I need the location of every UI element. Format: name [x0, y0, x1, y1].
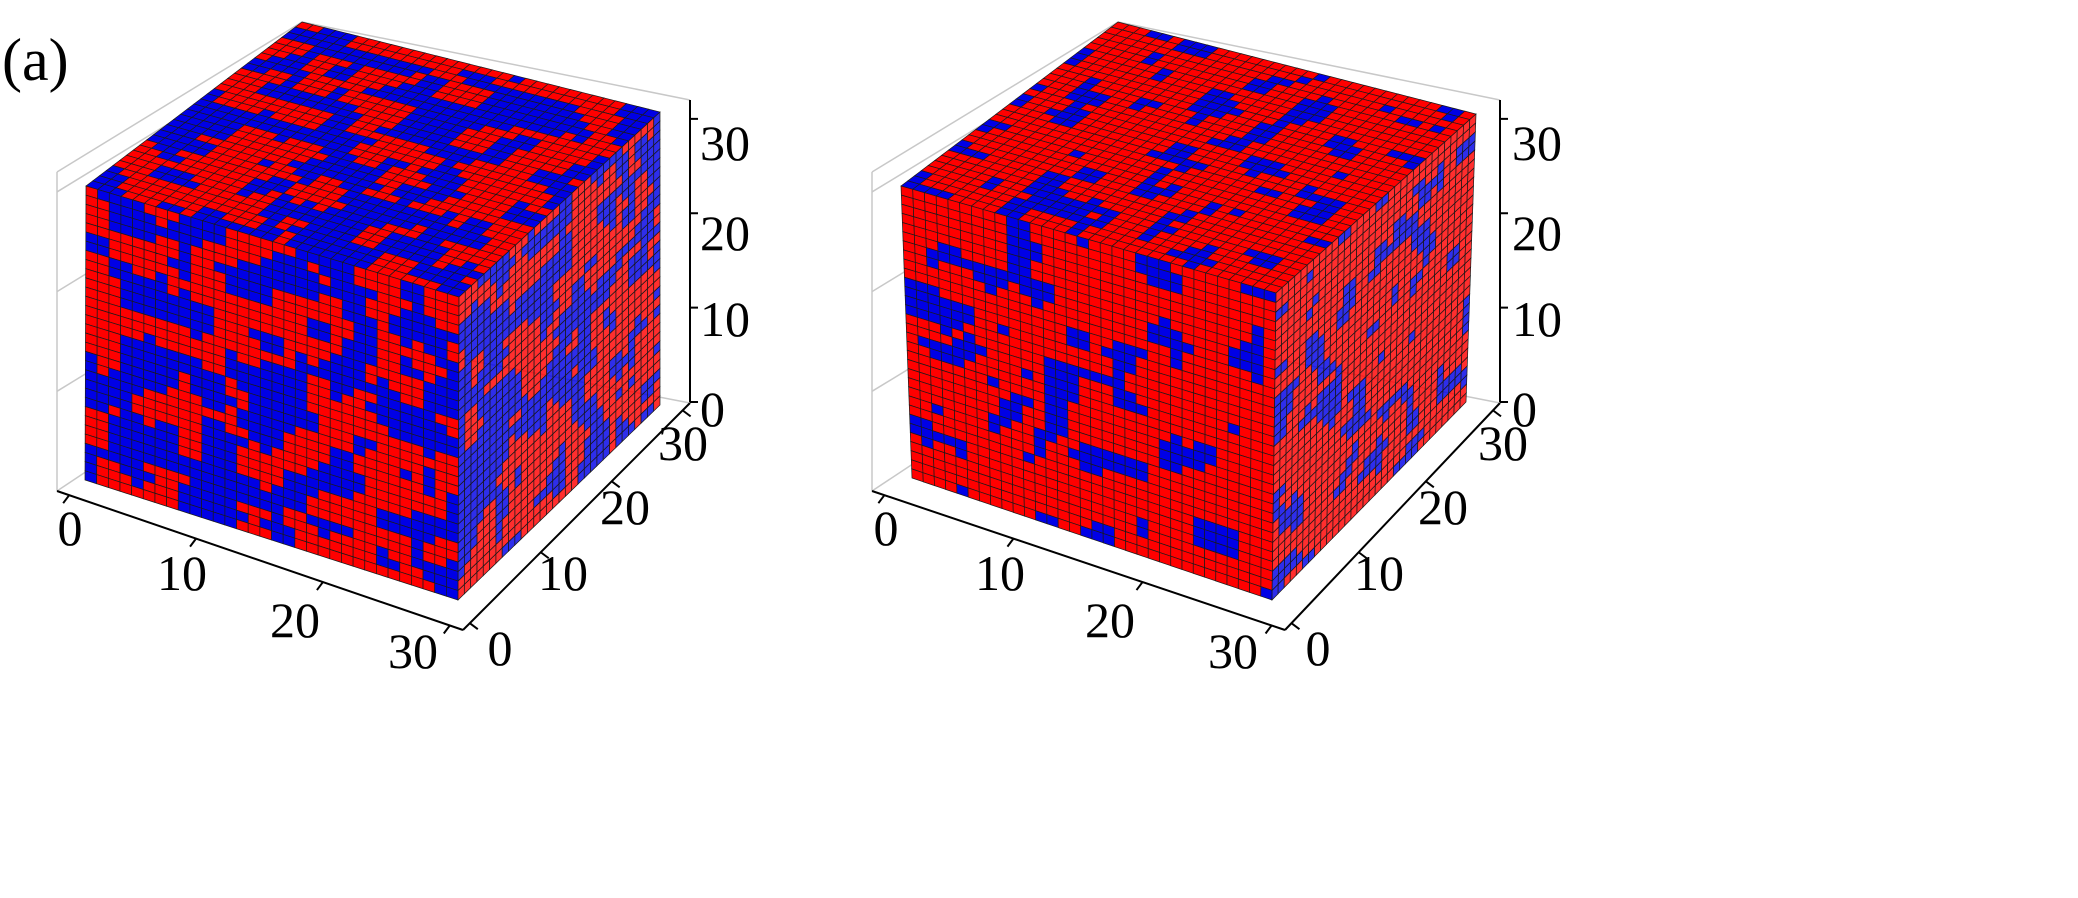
x-tick-label: 10 — [157, 545, 207, 601]
top-face — [85, 21, 661, 298]
y-tick-label: 20 — [600, 479, 650, 535]
x-tick-label: 30 — [388, 623, 438, 679]
y-tick-label: 10 — [538, 545, 588, 601]
y-tick-label: 0 — [488, 620, 513, 676]
axis-pane-edge — [301, 21, 691, 101]
z-tick-label: 20 — [700, 205, 750, 261]
z-tick-label: 0 — [700, 381, 725, 437]
axis-pane-edge — [56, 21, 303, 173]
voxel-cube — [900, 21, 1477, 601]
panel-label-a: (a) — [2, 27, 69, 93]
x-tick — [443, 624, 451, 635]
voxel-cube — [84, 21, 661, 601]
y-tick — [469, 622, 479, 630]
x-tick — [316, 581, 324, 591]
x-tick-label: 0 — [58, 500, 83, 556]
x-tick-label: 20 — [270, 592, 320, 648]
z-tick-label: 10 — [700, 291, 750, 347]
z-tick-label: 30 — [700, 115, 750, 171]
